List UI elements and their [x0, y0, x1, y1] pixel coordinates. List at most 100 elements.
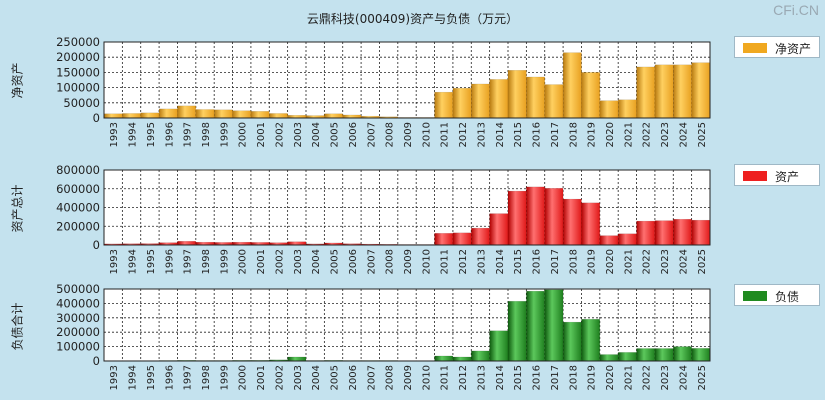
x-tick-label: 2016	[532, 365, 543, 390]
bar-2024	[673, 64, 692, 119]
bar-2012	[452, 356, 472, 362]
x-tick-label: 2015	[513, 249, 524, 274]
x-tick-label: 1996	[164, 365, 175, 390]
plot-border	[103, 41, 711, 119]
bar-2005	[324, 113, 343, 119]
bar-2025	[691, 348, 711, 362]
x-tick-label: 2014	[495, 365, 506, 390]
x-tick-label: 1997	[183, 122, 194, 147]
y-tick-label: 200000	[56, 50, 100, 64]
bar-2017	[544, 84, 564, 119]
bar-2022	[636, 66, 656, 119]
bar-2018	[562, 52, 582, 119]
x-tick-label: 2004	[311, 365, 322, 390]
x-tick-label: 2006	[348, 122, 359, 147]
x-tick-label: 2002	[274, 365, 285, 390]
x-tick-label: 2022	[642, 122, 653, 147]
y-tick-label: 400000	[56, 296, 100, 310]
x-tick-label: 1994	[128, 122, 139, 147]
bar-2016	[526, 76, 545, 119]
x-tick-label: 2021	[623, 365, 634, 390]
x-tick-label: 2021	[623, 122, 634, 147]
legend-swatch-green	[743, 291, 767, 301]
x-tick-label: 2017	[550, 249, 561, 274]
y-axis-label-total-assets: 资产总计	[10, 184, 25, 233]
x-tick-label: 2020	[605, 249, 616, 274]
x-tick-label: 2000	[238, 249, 249, 274]
x-tick-label: 1997	[183, 365, 194, 390]
x-tick-label: 2023	[660, 122, 671, 147]
y-tick-label: 100000	[56, 81, 100, 95]
bar-2025	[691, 219, 711, 246]
x-tick-label: 2019	[587, 249, 598, 274]
x-tick-label: 1994	[128, 249, 139, 274]
y-tick-label: 100000	[56, 340, 100, 354]
y-tick-label: 0	[93, 354, 100, 368]
x-tick-label: 1997	[183, 249, 194, 274]
x-tick-label: 1998	[201, 365, 212, 390]
bar-2019	[581, 202, 601, 246]
x-tick-label: 2020	[605, 365, 616, 390]
x-tick-label: 2008	[385, 249, 396, 274]
legend-swatch-red	[743, 171, 767, 181]
bar-1997	[177, 105, 197, 119]
bar-2012	[452, 232, 472, 246]
bar-2017	[544, 289, 564, 362]
x-tick-label: 2017	[550, 365, 561, 390]
legend-label: 负债	[775, 290, 800, 304]
x-tick-label: 2004	[311, 249, 322, 274]
x-tick-label: 2004	[311, 122, 322, 147]
x-tick-label: 1996	[164, 122, 175, 147]
x-tick-label: 2012	[458, 122, 469, 147]
x-tick-label: 2025	[697, 122, 708, 147]
x-tick-label: 2003	[293, 122, 304, 147]
x-tick-label: 2003	[293, 249, 304, 274]
bar-2011	[434, 91, 454, 119]
bar-2000	[232, 110, 252, 119]
x-tick-label: 2021	[623, 249, 634, 274]
bar-2024	[673, 218, 692, 246]
x-tick-label: 2025	[697, 365, 708, 390]
x-tick-label: 2005	[330, 122, 341, 147]
x-tick-label: 2003	[293, 365, 304, 390]
x-tick-label: 2008	[385, 122, 396, 147]
x-tick-label: 2013	[476, 365, 487, 390]
y-tick-label: 200000	[56, 219, 100, 233]
x-tick-label: 1999	[219, 365, 230, 390]
watermark: CFi.CN	[773, 2, 819, 18]
x-tick-label: 1993	[109, 365, 120, 390]
x-tick-label: 2014	[495, 122, 506, 147]
x-tick-label: 2002	[274, 122, 285, 147]
x-tick-label: 2016	[532, 122, 543, 147]
legend-net-assets: 净资产	[734, 36, 820, 58]
x-tick-label: 1998	[201, 122, 212, 147]
bar-2024	[673, 346, 692, 362]
bar-2015	[507, 300, 527, 362]
y-tick-label: 0	[93, 111, 100, 125]
y-tick-label: 400000	[56, 201, 100, 215]
bar-1998	[195, 109, 215, 119]
x-tick-label: 2018	[568, 365, 579, 390]
plot-border	[103, 169, 711, 246]
bar-2023	[654, 348, 674, 362]
x-tick-label: 2018	[568, 249, 579, 274]
bar-2022	[636, 220, 656, 246]
bar-2002	[269, 113, 288, 119]
x-tick-label: 1996	[164, 249, 175, 274]
chart-title: 云鼎科技(000409)资产与负债（万元）	[306, 12, 519, 26]
bar-1995	[140, 112, 160, 119]
bar-2018	[562, 321, 582, 362]
chart-panel-total-assets: 800000 600000 400000 200000 0 1993 1994 1995 199…	[56, 163, 711, 274]
x-tick-label: 2005	[330, 249, 341, 274]
x-tick-label: 2007	[366, 365, 377, 390]
bar-1999	[213, 109, 233, 119]
y-axis-label-total-liabilities: 负债合计	[10, 302, 25, 351]
x-tick-label: 2023	[660, 365, 671, 390]
legend-label: 资产	[775, 170, 800, 184]
x-tick-label: 1998	[201, 249, 212, 274]
plot-area	[104, 289, 710, 361]
x-tick-label: 2017	[550, 122, 561, 147]
